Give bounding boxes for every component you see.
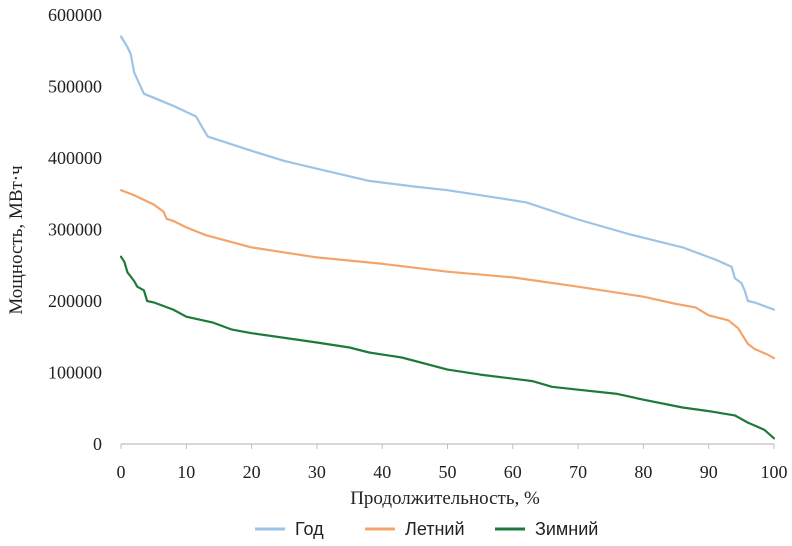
y-tick-label: 200000: [48, 291, 102, 311]
x-tick-label: 100: [761, 462, 788, 482]
legend-label: Летний: [405, 519, 465, 539]
x-tick-label: 60: [504, 462, 522, 482]
x-tick-label: 50: [439, 462, 457, 482]
y-tick-label: 600000: [48, 5, 102, 25]
x-tick-label: 90: [700, 462, 718, 482]
x-axis-title: Продолжительность, %: [350, 488, 540, 509]
x-tick-label: 20: [243, 462, 261, 482]
x-axis-ticks: 0 10 20 30 40 50 60 70 80 90 100: [117, 444, 788, 482]
x-tick-label: 80: [634, 462, 652, 482]
series-line: [119, 35, 776, 311]
x-tick-label: 10: [177, 462, 195, 482]
legend-label: Зимний: [535, 519, 598, 539]
y-axis-title: Мощность, МВт·ч: [6, 165, 27, 315]
series-lines: [119, 35, 776, 440]
series-line: [119, 189, 776, 360]
series-line: [119, 255, 776, 440]
legend-label: Год: [295, 519, 324, 539]
y-tick-label: 500000: [48, 77, 102, 97]
y-tick-label: 300000: [48, 220, 102, 240]
y-axis-ticks: 0 100000 200000 300000 400000 500000 600000: [48, 5, 102, 454]
y-tick-label: 400000: [48, 148, 102, 168]
y-tick-label: 100000: [48, 363, 102, 383]
x-tick-label: 70: [569, 462, 587, 482]
x-tick-label: 40: [373, 462, 391, 482]
y-tick-label: 0: [93, 434, 102, 454]
legend: Год Летний Зимний: [255, 519, 598, 539]
x-tick-label: 0: [117, 462, 126, 482]
x-tick-label: 30: [308, 462, 326, 482]
